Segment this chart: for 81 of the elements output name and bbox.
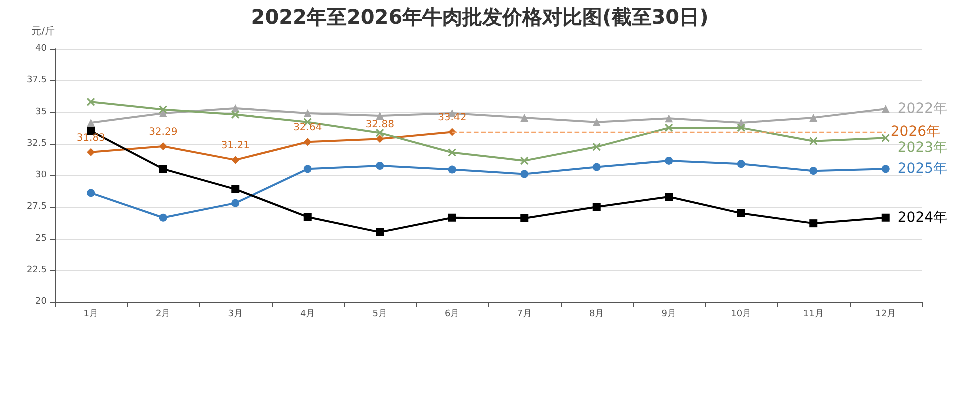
text: 2026年 — [890, 124, 941, 140]
x-tick-label: 1月 — [84, 310, 98, 320]
point — [232, 156, 240, 164]
point — [664, 124, 674, 132]
point — [810, 114, 818, 122]
point — [592, 163, 601, 172]
y-tick-label: 37.5 — [26, 76, 47, 86]
data-label: 31.83 — [76, 132, 106, 144]
point — [376, 162, 384, 170]
data-label: 33.42 — [438, 112, 467, 124]
series-label: 2022年 — [898, 101, 948, 118]
point — [376, 112, 384, 120]
point — [231, 110, 240, 120]
point — [304, 110, 312, 118]
data-label: 32.29 — [149, 127, 178, 138]
y-axis-title: 元/斤 — [32, 26, 55, 38]
y-tick-label: 20 — [36, 297, 48, 307]
point — [810, 220, 818, 228]
x-tick-label: 5月 — [372, 310, 388, 320]
point — [810, 167, 818, 176]
x-tick-label: 2月 — [156, 310, 171, 320]
y-tick-label: 32.5 — [26, 138, 47, 149]
x-tick-label: 10月 — [731, 310, 752, 320]
point — [448, 148, 457, 158]
point — [592, 142, 602, 152]
point — [304, 138, 312, 146]
x-tick-label: 12月 — [876, 310, 896, 320]
point — [232, 199, 240, 208]
y-tick-label: 40 — [36, 44, 48, 54]
point — [304, 213, 312, 222]
point — [448, 214, 456, 222]
x-tick-label: 3月 — [228, 310, 243, 320]
point — [232, 185, 240, 194]
point — [665, 114, 674, 123]
point — [882, 134, 890, 142]
point — [520, 114, 529, 122]
x-tick-label: 9月 — [662, 310, 676, 320]
point — [86, 98, 96, 106]
chart-title: 2022年至2026年牛肉批发价格对比图(截至30日) — [251, 5, 709, 29]
y-tick-label: 22.5 — [26, 265, 47, 276]
point — [882, 105, 890, 114]
point — [376, 128, 384, 138]
point — [87, 119, 96, 128]
point — [520, 214, 529, 223]
point — [809, 137, 818, 146]
data-label: 32.64 — [294, 122, 322, 134]
point — [520, 156, 529, 166]
y-tick-label: 30 — [36, 170, 48, 180]
y-tick-label: 25 — [36, 234, 47, 244]
point — [448, 166, 456, 174]
x-tick-label: 7月 — [517, 310, 532, 320]
point — [665, 193, 674, 202]
point — [882, 165, 890, 174]
point — [159, 105, 168, 114]
point — [592, 203, 601, 212]
point — [159, 214, 168, 222]
point — [592, 118, 601, 126]
y-tick-label: 27.5 — [26, 202, 47, 212]
series-label: 2025年 — [898, 161, 948, 178]
x-tick-label: 11月 — [803, 310, 824, 320]
data-label: 31.21 — [221, 140, 250, 152]
x-tick-label: 6月 — [445, 310, 460, 320]
data-label: 32.88 — [366, 120, 394, 131]
point — [159, 142, 168, 151]
point — [665, 156, 674, 165]
point — [737, 209, 746, 218]
point — [87, 148, 96, 156]
y-tick-label: 35 — [36, 107, 47, 118]
point — [87, 189, 96, 198]
x-tick-label: 4月 — [300, 310, 316, 320]
point — [376, 135, 384, 144]
point — [882, 214, 890, 222]
series-label: 2024年 — [898, 210, 948, 226]
point — [737, 160, 746, 168]
point — [520, 170, 529, 178]
point — [376, 228, 384, 236]
point — [304, 165, 312, 174]
point — [737, 124, 746, 132]
series-label: 2023年 — [898, 140, 948, 156]
x-tick-label: 8月 — [590, 310, 604, 320]
point — [159, 165, 168, 174]
